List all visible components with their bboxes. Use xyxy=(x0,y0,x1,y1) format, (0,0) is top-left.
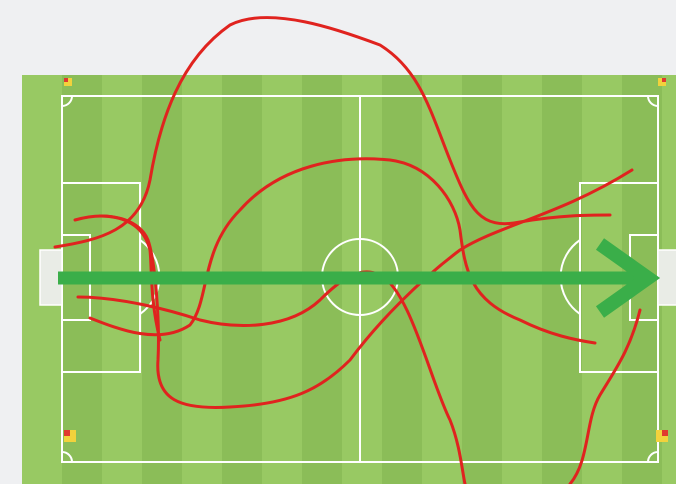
pitch-illustration xyxy=(0,0,676,484)
page xyxy=(0,0,676,484)
